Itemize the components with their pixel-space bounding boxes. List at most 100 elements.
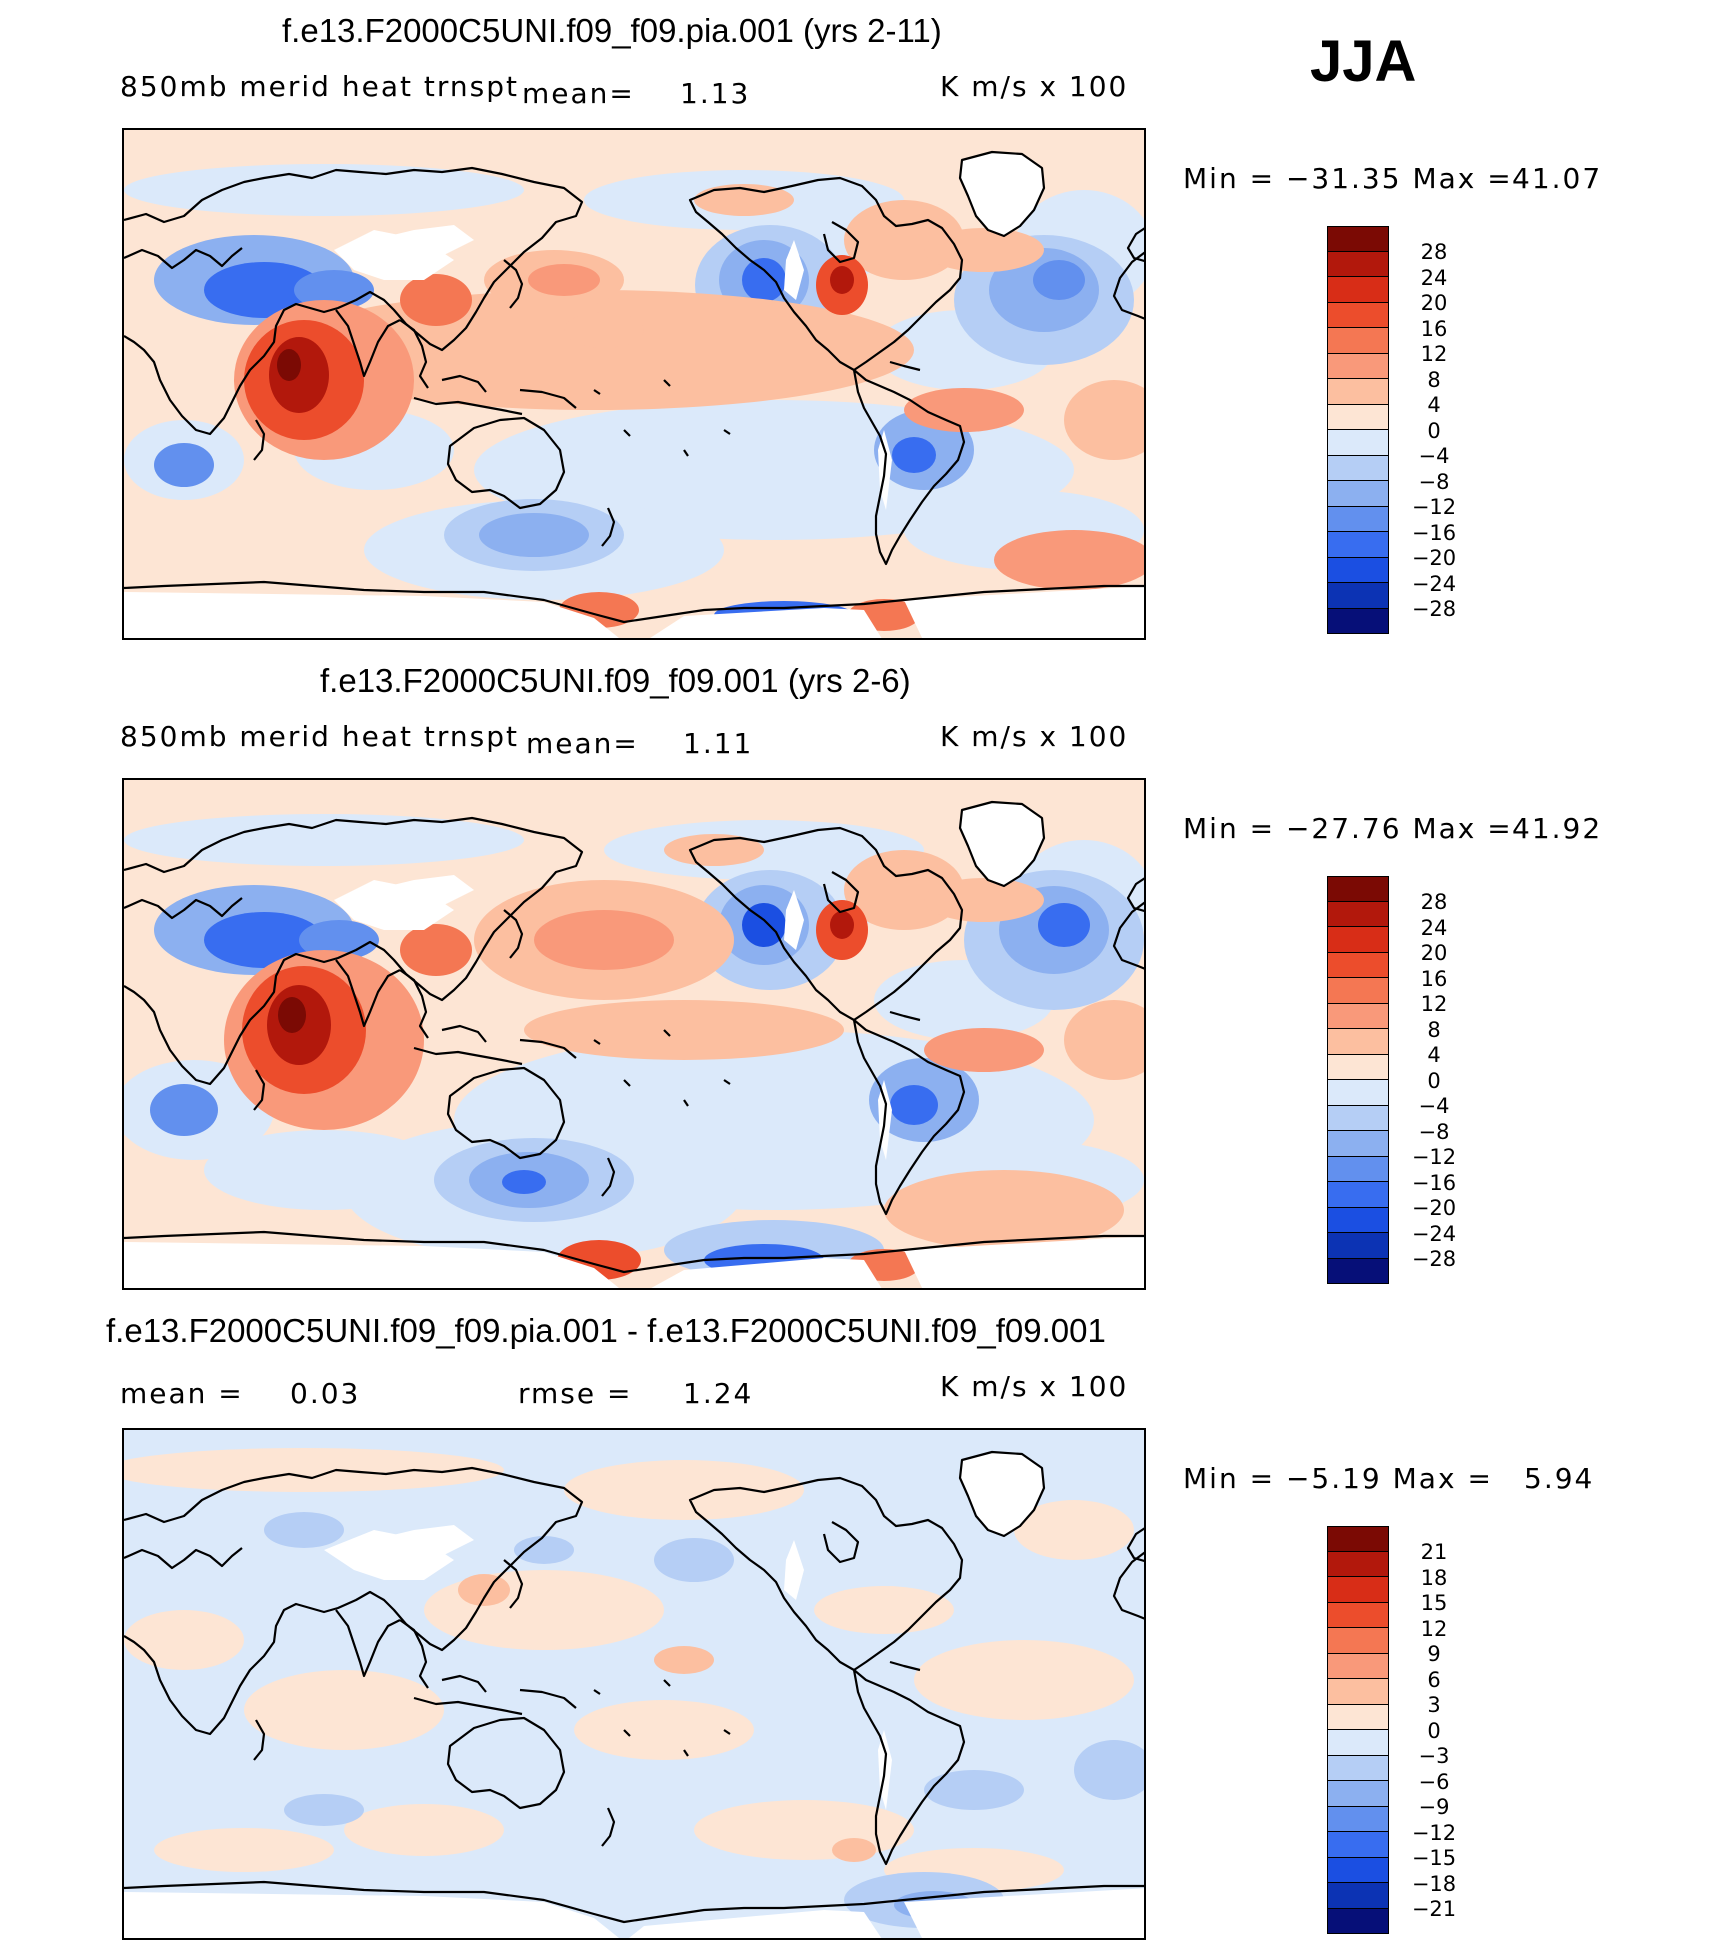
panel-1-map <box>122 128 1146 640</box>
colorbar-level: 16 <box>1420 316 1448 341</box>
colorbar-swatch <box>1327 557 1389 583</box>
colorbar-swatch <box>1327 1653 1389 1679</box>
colorbar-level: 12 <box>1420 992 1448 1016</box>
colorbar-level: 0 <box>1427 1068 1441 1093</box>
colorbar-swatch <box>1327 328 1389 354</box>
colorbar-swatch <box>1327 1628 1389 1654</box>
colorbar-swatch <box>1327 302 1389 328</box>
colorbar-level: −4 <box>1418 1094 1450 1118</box>
colorbar-level: −20 <box>1411 546 1457 570</box>
colorbar-level: −12 <box>1411 495 1457 519</box>
panel-1-mean-label: mean= <box>522 77 635 110</box>
colorbar-level: 8 <box>1427 1017 1441 1042</box>
colorbar-level: 8 <box>1427 367 1441 392</box>
panel-1-shading <box>124 152 1144 638</box>
colorbar-swatch <box>1327 901 1389 927</box>
colorbar-swatch <box>1327 353 1389 379</box>
panel-3-mean-value: 0.03 <box>290 1377 361 1410</box>
colorbar-level: −8 <box>1418 1119 1450 1144</box>
season-label: JJA <box>1310 29 1417 94</box>
colorbar-swatch <box>1327 1526 1389 1552</box>
colorbar-swatch <box>1327 404 1389 430</box>
panel-1-variable: 850mb merid heat trnspt <box>120 70 519 103</box>
panel-1-colorbar <box>1327 226 1389 634</box>
colorbar-swatch <box>1327 251 1389 277</box>
colorbar-swatch <box>1327 1080 1389 1106</box>
colorbar-level: −15 <box>1411 1846 1457 1870</box>
colorbar-level: −21 <box>1411 1897 1457 1921</box>
panel-2-mean-label: mean= <box>526 727 639 760</box>
panel-2-minmax: Min = −27.76 Max = <box>1183 812 1513 845</box>
colorbar-swatch <box>1327 506 1389 532</box>
colorbar-level: −24 <box>1411 571 1457 596</box>
colorbar-level: 20 <box>1420 941 1448 965</box>
colorbar-swatch <box>1327 952 1389 978</box>
colorbar-level: 16 <box>1420 966 1448 991</box>
colorbar-swatch <box>1327 1182 1389 1208</box>
colorbar-swatch <box>1327 583 1389 609</box>
colorbar-swatch <box>1327 1602 1389 1628</box>
colorbar-swatch <box>1327 1029 1389 1055</box>
panel-3-rmse-label: rmse = <box>518 1377 633 1410</box>
panel-2-units: K m/s x 100 <box>940 720 1129 753</box>
colorbar-swatch <box>1327 1156 1389 1182</box>
panel-3-title: f.e13.F2000C5UNI.f09_f09.pia.001 - f.e13… <box>106 1312 1106 1349</box>
colorbar-level: 28 <box>1420 890 1448 914</box>
colorbar-level: 21 <box>1420 1540 1448 1564</box>
panel-3-minmax: Min = −5.19 Max = <box>1183 1462 1493 1495</box>
panel-1-max-value: 41.07 <box>1512 162 1603 195</box>
colorbar-level: 20 <box>1420 291 1448 315</box>
colorbar-swatch <box>1327 1704 1389 1730</box>
panel-1-minmax: Min = −31.35 Max = <box>1183 162 1513 195</box>
panel-3-colorbar <box>1327 1526 1389 1934</box>
colorbar-level: 24 <box>1420 265 1448 290</box>
colorbar-swatch <box>1327 927 1389 953</box>
colorbar-swatch <box>1327 1883 1389 1909</box>
colorbar-swatch <box>1327 1806 1389 1832</box>
colorbar-swatch <box>1327 1857 1389 1883</box>
panel-2-max-value: 41.92 <box>1512 812 1603 845</box>
colorbar-swatch <box>1327 1551 1389 1577</box>
colorbar-swatch <box>1327 1679 1389 1705</box>
panel-2-colorbar <box>1327 876 1389 1284</box>
panel-3-shading <box>124 1448 1144 1938</box>
colorbar-swatch <box>1327 1105 1389 1131</box>
colorbar-level: 4 <box>1427 393 1441 417</box>
panel-2-title: f.e13.F2000C5UNI.f09_f09.001 (yrs 2-6) <box>320 662 911 699</box>
panel-1-title: f.e13.F2000C5UNI.f09_f09.pia.001 (yrs 2-… <box>282 12 942 49</box>
colorbar-level: −9 <box>1418 1795 1450 1819</box>
colorbar-swatch <box>1327 1832 1389 1858</box>
colorbar-level: 24 <box>1420 915 1448 940</box>
colorbar-level: 28 <box>1420 240 1448 264</box>
panel-3-map <box>122 1428 1146 1940</box>
colorbar-swatch <box>1327 481 1389 507</box>
colorbar-level: 4 <box>1427 1043 1441 1067</box>
colorbar-swatch <box>1327 1054 1389 1080</box>
colorbar-swatch <box>1327 1755 1389 1781</box>
colorbar-level: −28 <box>1411 1247 1457 1271</box>
colorbar-swatch <box>1327 1781 1389 1807</box>
colorbar-level: 0 <box>1427 418 1441 443</box>
colorbar-level: −12 <box>1411 1820 1457 1845</box>
panel-2-shading <box>124 802 1144 1288</box>
colorbar-level: 3 <box>1427 1693 1441 1717</box>
colorbar-level: 12 <box>1420 1616 1448 1641</box>
colorbar-level: 15 <box>1420 1591 1448 1615</box>
panel-3-mean-label: mean = <box>120 1377 244 1410</box>
panel-3-max-value: 5.94 <box>1524 1462 1595 1495</box>
panel-2-variable: 850mb merid heat trnspt <box>120 720 519 753</box>
colorbar-level: 9 <box>1427 1642 1441 1666</box>
colorbar-level: −8 <box>1418 469 1450 494</box>
colorbar-swatch <box>1327 277 1389 303</box>
colorbar-level: −16 <box>1411 520 1457 545</box>
colorbar-swatch <box>1327 1003 1389 1029</box>
colorbar-swatch <box>1327 1577 1389 1603</box>
colorbar-swatch <box>1327 1730 1389 1756</box>
colorbar-level: −18 <box>1411 1871 1457 1896</box>
colorbar-level: 0 <box>1427 1718 1441 1743</box>
panel-1-mean-value: 1.13 <box>680 77 751 110</box>
colorbar-level: −12 <box>1411 1145 1457 1169</box>
colorbar-level: −20 <box>1411 1196 1457 1220</box>
colorbar-swatch <box>1327 455 1389 481</box>
colorbar-swatch <box>1327 1207 1389 1233</box>
